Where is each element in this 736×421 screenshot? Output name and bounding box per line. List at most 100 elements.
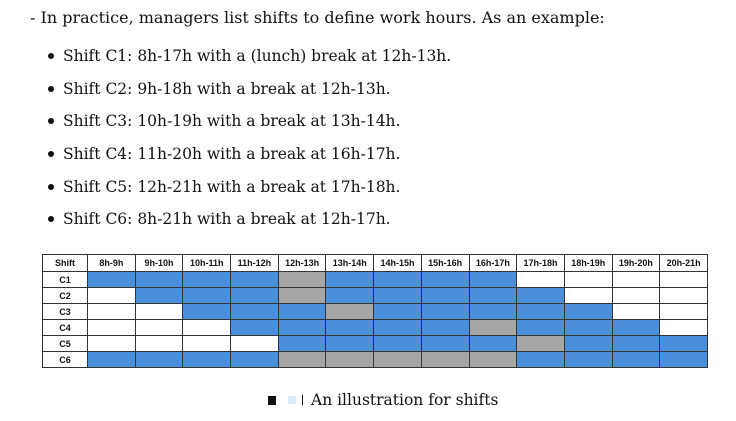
schedule-cell-work [516, 351, 565, 368]
column-header: 12h-13h [277, 254, 327, 272]
column-header: 10h-11h [182, 254, 232, 272]
table-row: C4 [42, 319, 708, 336]
schedule-cell-work [420, 287, 470, 304]
shift-definition-list: Shift C1: 8h-17h with a (lunch) break at… [48, 40, 451, 236]
table-row: C6 [42, 351, 708, 368]
bullet-icon [48, 85, 54, 92]
schedule-cell-break [468, 319, 518, 336]
schedule-cell-work [611, 335, 661, 352]
column-header: 20h-21h [659, 254, 708, 272]
schedule-cell-off [182, 319, 232, 336]
schedule-cell-work [134, 351, 184, 368]
table-row: C3 [42, 303, 708, 320]
schedule-cell-off [182, 335, 232, 352]
schedule-cell-off [230, 335, 279, 352]
shift-label: C3 [42, 303, 88, 320]
bullet-icon [48, 183, 54, 190]
column-header: 13h-14h [325, 254, 375, 272]
schedule-cell-work [373, 271, 422, 288]
column-header: Shift [42, 254, 88, 272]
shift-definition: Shift C6: 8h-21h with a break at 12h-17h… [63, 210, 391, 229]
shift-definition: Shift C1: 8h-17h with a (lunch) break at… [63, 47, 452, 66]
schedule-cell-work [230, 351, 279, 368]
schedule-cell-break [277, 287, 327, 304]
list-item: Shift C6: 8h-21h with a break at 12h-17h… [48, 203, 451, 236]
schedule-cell-off [134, 303, 184, 320]
schedule-cell-off [659, 287, 708, 304]
schedule-cell-work [516, 287, 565, 304]
schedule-cell-work [277, 303, 327, 320]
column-header: 14h-15h [373, 254, 422, 272]
schedule-cell-off [563, 271, 613, 288]
column-header: 9h-10h [134, 254, 184, 272]
schedule-cell-off [611, 271, 661, 288]
schedule-cell-off [563, 287, 613, 304]
shift-label: C4 [42, 319, 88, 336]
schedule-cell-break [516, 335, 565, 352]
bullet-icon [48, 53, 54, 60]
shift-table: Shift 8h-9h 9h-10h 10h-11h 11h-12h 12h-1… [42, 254, 708, 368]
schedule-cell-work [230, 303, 279, 320]
schedule-cell-break [325, 351, 375, 368]
schedule-cell-work [325, 271, 375, 288]
schedule-cell-work [230, 271, 279, 288]
column-header: 11h-12h [230, 254, 279, 272]
column-header: 19h-20h [611, 254, 661, 272]
schedule-cell-work [468, 303, 518, 320]
schedule-cell-work [516, 319, 565, 336]
column-header: 18h-19h [563, 254, 613, 272]
figure-caption: An illustration for shifts [268, 391, 498, 409]
shift-definition: Shift C4: 11h-20h with a break at 16h-17… [63, 145, 401, 164]
table-row: C1 [42, 271, 708, 288]
schedule-cell-off [134, 335, 184, 352]
schedule-cell-work [277, 335, 327, 352]
schedule-cell-off [611, 303, 661, 320]
schedule-cell-work [182, 271, 232, 288]
schedule-cell-work [420, 271, 470, 288]
schedule-cell-break [277, 271, 327, 288]
bullet-icon [48, 216, 54, 223]
schedule-cell-work [420, 319, 470, 336]
vertical-bar-icon [302, 395, 303, 405]
schedule-cell-work [182, 351, 232, 368]
schedule-cell-work [373, 287, 422, 304]
schedule-cell-work [182, 303, 232, 320]
column-header: 17h-18h [516, 254, 565, 272]
list-item: Shift C4: 11h-20h with a break at 16h-17… [48, 138, 451, 171]
schedule-cell-break [420, 351, 470, 368]
caption-text: An illustration for shifts [311, 391, 499, 409]
schedule-cell-work [563, 351, 613, 368]
schedule-cell-break [373, 351, 422, 368]
schedule-cell-work [325, 287, 375, 304]
schedule-cell-work [277, 319, 327, 336]
schedule-cell-work [373, 319, 422, 336]
schedule-cell-work [134, 271, 184, 288]
shift-label: C1 [42, 271, 88, 288]
schedule-cell-work [325, 335, 375, 352]
schedule-cell-work [420, 335, 470, 352]
schedule-cell-off [87, 335, 136, 352]
schedule-cell-work [611, 319, 661, 336]
shift-definition: Shift C2: 9h-18h with a break at 12h-13h… [63, 79, 391, 98]
schedule-cell-work [468, 271, 518, 288]
schedule-cell-work [659, 351, 708, 368]
schedule-cell-work [87, 351, 136, 368]
column-header: 16h-17h [468, 254, 518, 272]
column-header: 15h-16h [420, 254, 470, 272]
schedule-cell-off [659, 271, 708, 288]
intro-text: - In practice, managers list shifts to d… [30, 8, 605, 27]
schedule-cell-work [134, 287, 184, 304]
schedule-cell-off [659, 319, 708, 336]
schedule-cell-break [468, 351, 518, 368]
schedule-cell-break [325, 303, 375, 320]
shift-definition: Shift C5: 12h-21h with a break at 17h-18… [63, 177, 401, 196]
shift-label: C6 [42, 351, 88, 368]
table-header-row: Shift 8h-9h 9h-10h 10h-11h 11h-12h 12h-1… [42, 254, 708, 272]
light-blue-square-icon [288, 396, 296, 404]
list-item: Shift C5: 12h-21h with a break at 17h-18… [48, 170, 451, 203]
list-item: Shift C3: 10h-19h with a break at 13h-14… [48, 105, 451, 138]
schedule-cell-off [87, 287, 136, 304]
list-item: Shift C1: 8h-17h with a (lunch) break at… [48, 40, 451, 73]
column-header: 8h-9h [87, 254, 136, 272]
bullet-icon [48, 118, 54, 125]
